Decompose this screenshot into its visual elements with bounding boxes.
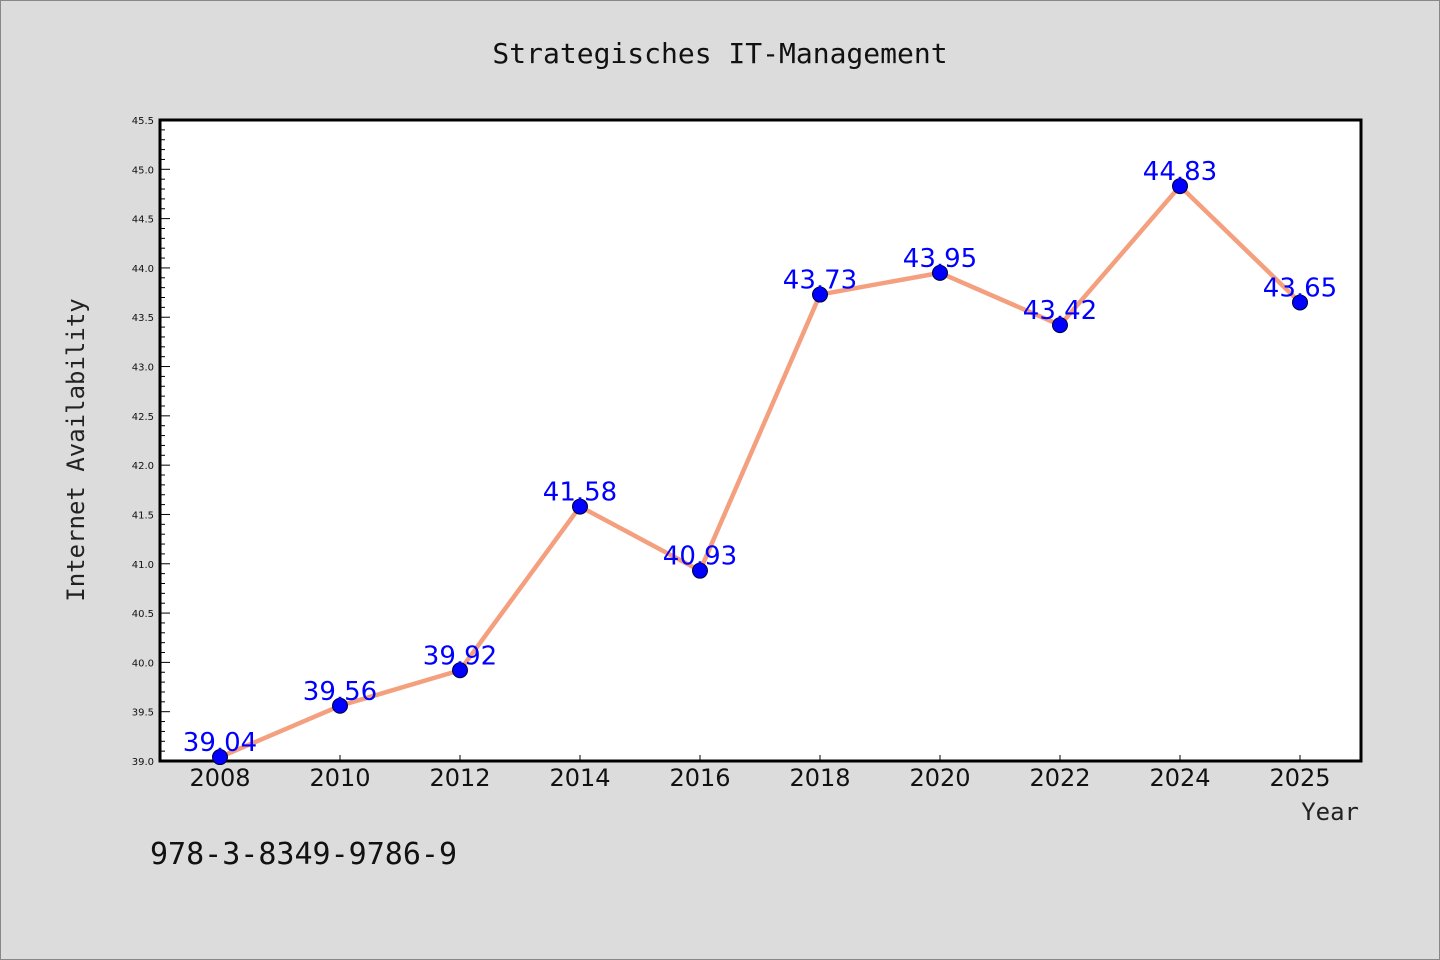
data-point — [572, 498, 588, 515]
y-tick-label: 42.0 — [132, 461, 154, 472]
data-point — [692, 562, 708, 579]
data-point — [1292, 294, 1308, 311]
y-tick-label: 42.5 — [132, 412, 154, 423]
y-tick-label: 45.5 — [132, 116, 154, 127]
y-tick-label: 41.0 — [132, 560, 154, 571]
series-group: 39.04 39.56 39.92 41.58 40.93 43.73 43.95 43.42… — [183, 157, 1337, 766]
x-tick-label: 2012 — [429, 764, 490, 792]
y-axis: 39.0 39.5 40.0 40.5 41.0 41.5 42.0 42.5 43.0 43.5… — [132, 116, 170, 768]
plot-area — [158, 118, 1363, 763]
y-tick-label: 40.5 — [132, 609, 154, 620]
x-tick-label: 2020 — [909, 764, 970, 792]
data-label: 41.58 — [543, 478, 617, 508]
series-line — [219, 183, 1302, 760]
isbn-text: 978-3-8349-9786-9 — [150, 837, 457, 872]
data-point — [1052, 317, 1068, 334]
y-tick-label: 43.5 — [132, 313, 154, 324]
data-label: 43.42 — [1023, 296, 1097, 326]
x-tick-label: 2022 — [1029, 764, 1090, 792]
y-tick-label: 39.0 — [132, 757, 154, 768]
y-axis-title: Internet Availability — [62, 298, 90, 601]
y-tick-label: 41.5 — [132, 510, 154, 521]
data-label: 39.56 — [303, 677, 377, 707]
data-label: 39.04 — [183, 728, 257, 758]
data-label: 40.93 — [663, 542, 737, 572]
data-point — [1172, 178, 1188, 195]
data-label: 43.65 — [1263, 273, 1337, 303]
x-tick-label: 2024 — [1149, 764, 1210, 792]
data-point — [212, 749, 228, 766]
y-tick-label: 44.0 — [132, 264, 154, 275]
y-tick-label: 45.0 — [132, 165, 154, 176]
y-tick-label: 44.5 — [132, 215, 154, 226]
data-point — [812, 286, 828, 303]
y-tick-label: 43.0 — [132, 363, 154, 374]
x-axis-title: Year — [1301, 798, 1359, 826]
data-label: 39.92 — [423, 641, 497, 671]
x-axis: 2008 2010 2012 2014 2016 2018 2020 2022 2024 2025 — [189, 755, 1331, 792]
x-tick-label: 2025 — [1269, 764, 1330, 792]
chart-title: Strategisches IT-Management — [492, 37, 947, 70]
data-label: 43.73 — [783, 266, 857, 296]
y-tick-label: 40.0 — [132, 658, 154, 669]
x-tick-label: 2008 — [189, 764, 250, 792]
y-tick-label: 39.5 — [132, 708, 154, 719]
data-label: 43.95 — [903, 244, 977, 274]
x-tick-label: 2010 — [309, 764, 370, 792]
data-point — [332, 697, 348, 714]
x-tick-label: 2014 — [549, 764, 610, 792]
data-label: 44.83 — [1143, 157, 1217, 187]
data-point — [932, 264, 948, 281]
x-tick-label: 2016 — [669, 764, 730, 792]
x-tick-label: 2018 — [789, 764, 850, 792]
data-point — [452, 662, 468, 679]
